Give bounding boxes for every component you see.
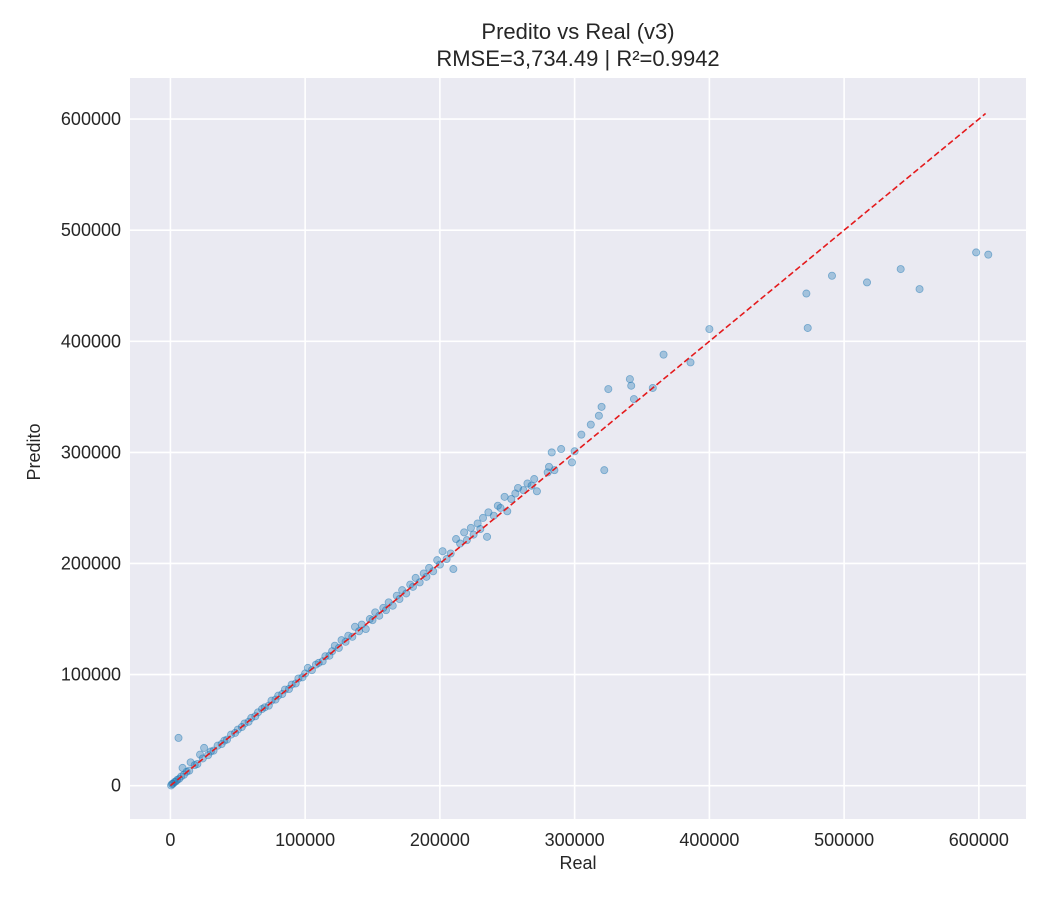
data-point (466, 523, 475, 532)
data-point (629, 395, 638, 404)
data-point (659, 350, 668, 359)
data-point (984, 250, 993, 259)
data-point (863, 278, 872, 287)
data-point (479, 513, 488, 522)
reference-line (169, 112, 987, 787)
data-point (600, 466, 609, 475)
data-point (577, 430, 586, 439)
data-point (547, 448, 556, 457)
data-point (388, 601, 397, 610)
data-point (330, 641, 339, 650)
chart-title: Predito vs Real (v3) (481, 19, 674, 44)
y-tick-label: 400000 (61, 331, 121, 351)
data-point (604, 385, 613, 394)
data-point (972, 248, 981, 257)
y-tick-label: 300000 (61, 442, 121, 462)
data-points (167, 248, 993, 790)
data-point (627, 381, 636, 390)
data-point (500, 492, 509, 501)
x-tick-label: 600000 (949, 830, 1009, 850)
x-tick-label: 0 (165, 830, 175, 850)
data-point (705, 325, 714, 334)
data-point (337, 636, 346, 645)
data-point (686, 358, 695, 367)
data-point (483, 532, 492, 541)
data-point (200, 743, 209, 752)
data-point (567, 458, 576, 467)
data-point (896, 265, 905, 274)
data-point (915, 285, 924, 294)
data-point (803, 323, 812, 332)
data-point (456, 539, 465, 548)
data-point (442, 555, 451, 564)
plot-background (130, 78, 1026, 819)
y-tick-label: 600000 (61, 109, 121, 129)
y-tick-label: 100000 (61, 665, 121, 685)
x-tick-label: 100000 (275, 830, 335, 850)
x-tick-label: 500000 (814, 830, 874, 850)
data-point (460, 528, 469, 537)
tick-labels: 0 100000 200000 300000 400000 500000 600000 0 10… (61, 109, 1009, 850)
data-point (280, 685, 289, 694)
x-tick-label: 200000 (410, 830, 470, 850)
data-point (557, 445, 566, 454)
data-point (507, 495, 516, 504)
data-point (519, 486, 528, 495)
data-point (321, 652, 330, 661)
x-tick-label: 400000 (679, 830, 739, 850)
data-point (594, 411, 603, 420)
data-point (530, 475, 539, 484)
data-point (496, 503, 505, 512)
y-tick-label: 500000 (61, 220, 121, 240)
data-point (361, 625, 370, 634)
data-point (597, 402, 606, 411)
data-point (532, 487, 541, 496)
x-axis-label: Real (559, 853, 596, 873)
data-point (586, 420, 595, 429)
x-tick-label: 300000 (545, 830, 605, 850)
data-point (438, 547, 447, 556)
y-axis-label: Predito (24, 423, 44, 480)
data-point (827, 271, 836, 280)
data-point (303, 663, 312, 672)
y-tick-label: 200000 (61, 553, 121, 573)
chart-subtitle: RMSE=3,734.49 | R²=0.9942 (436, 46, 719, 71)
data-point (174, 733, 183, 742)
data-point (523, 479, 532, 488)
data-point (433, 556, 442, 565)
data-point (625, 375, 634, 384)
data-point (449, 565, 458, 574)
reference-line-group (169, 112, 987, 787)
y-tick-label: 0 (111, 776, 121, 796)
data-point (802, 289, 811, 298)
